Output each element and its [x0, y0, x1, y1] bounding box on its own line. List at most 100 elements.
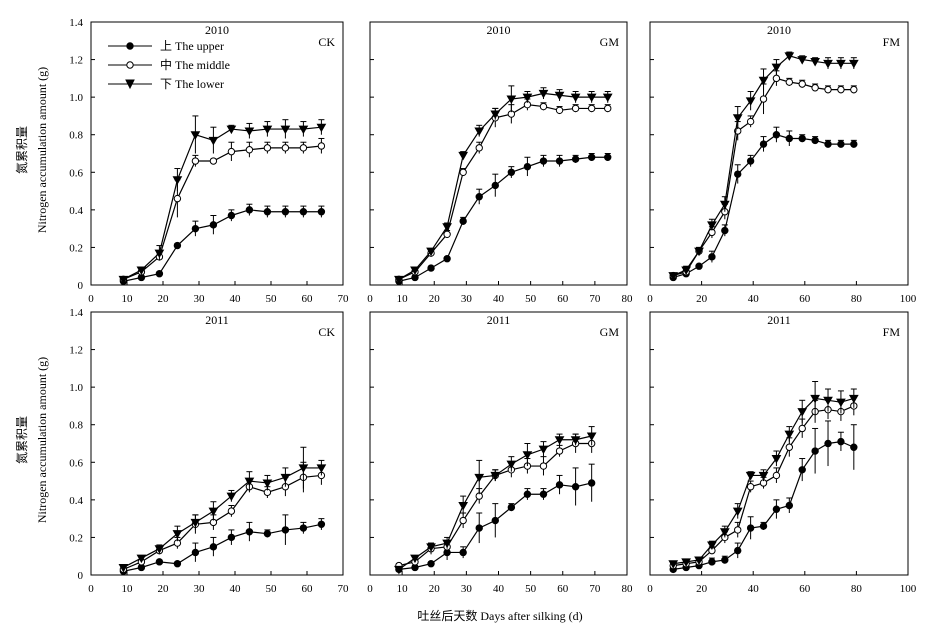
- y-axis-label-en-top: Nitrogen accumulation amount (g): [35, 67, 49, 233]
- y-axis-label-bottom: 氮累积量 Nitrogen accumulation amount (g): [14, 357, 49, 523]
- data-point: [522, 451, 533, 460]
- y-tick-label: 0: [78, 280, 84, 292]
- data-point: [316, 123, 327, 133]
- y-axis-label-cn-top: 氮累积量: [14, 126, 29, 174]
- data-point: [191, 548, 200, 557]
- x-tick-label: 80: [851, 583, 863, 595]
- data-point: [410, 266, 420, 275]
- data-point: [554, 91, 565, 101]
- data-point: [721, 226, 729, 235]
- data-point: [191, 224, 200, 233]
- data-point: [280, 473, 291, 483]
- data-point: [227, 507, 236, 515]
- data-point: [850, 443, 858, 451]
- data-point: [719, 528, 730, 537]
- y-axis-label-cn-bottom: 氮累积量: [14, 416, 29, 464]
- data-point: [734, 546, 742, 555]
- x-tick-label: 20: [429, 293, 441, 305]
- x-tick-label: 10: [397, 293, 409, 305]
- panel-treatment-label: FM: [883, 35, 901, 49]
- data-point: [850, 140, 858, 148]
- x-tick-label: 40: [230, 583, 242, 595]
- data-point: [298, 464, 309, 473]
- data-point: [707, 221, 717, 230]
- series-the-lower: [668, 51, 859, 281]
- data-point: [459, 516, 467, 525]
- data-point: [695, 262, 703, 270]
- x-tick-label: 30: [461, 293, 473, 305]
- data-point: [209, 543, 218, 551]
- data-point: [746, 117, 755, 126]
- x-tick-label: 0: [367, 583, 373, 595]
- data-point: [491, 181, 499, 190]
- series-the-middle: [119, 461, 326, 574]
- series-the-lower: [394, 426, 597, 575]
- data-point: [668, 560, 679, 569]
- panel-treatment-label: GM: [600, 325, 620, 339]
- legend: 上 The upper 中 The middle 下 The lower: [108, 39, 230, 91]
- series-line: [123, 474, 322, 570]
- data-point: [475, 524, 483, 532]
- x-tick-label: 0: [647, 583, 653, 595]
- data-point: [681, 558, 691, 567]
- data-point: [263, 144, 272, 152]
- x-tick-label: 0: [88, 583, 94, 595]
- data-point: [586, 432, 597, 441]
- data-point: [587, 479, 596, 487]
- x-tick-label: 100: [900, 293, 917, 305]
- panel-2010-fm: 0 20 40 60 80 100 2010 FM: [647, 21, 917, 305]
- data-point: [555, 481, 564, 489]
- x-tick-label: 100: [900, 583, 917, 595]
- data-point: [154, 249, 165, 259]
- y-tick-label: 0.8: [69, 420, 83, 432]
- data-point: [746, 157, 755, 165]
- data-point: [172, 176, 183, 185]
- x-tick-label: 10: [122, 293, 134, 305]
- x-tick-label: 20: [696, 583, 708, 595]
- data-point: [836, 398, 846, 408]
- x-tick-label: 80: [851, 293, 863, 305]
- data-point: [506, 95, 517, 105]
- data-point: [797, 56, 808, 65]
- legend-item-lower: 下 The lower: [108, 77, 224, 91]
- data-point: [173, 194, 182, 203]
- data-point: [491, 516, 499, 525]
- data-point: [759, 95, 768, 103]
- y-tick-label: 1.4: [69, 17, 83, 29]
- data-point: [823, 396, 833, 406]
- data-point: [570, 436, 581, 445]
- data-point: [538, 445, 549, 455]
- data-point: [245, 146, 254, 154]
- data-point: [848, 59, 859, 69]
- x-tick-label: 40: [748, 293, 760, 305]
- data-point: [539, 462, 548, 470]
- data-point: [426, 543, 436, 552]
- panel-year-title: 2011: [767, 313, 791, 327]
- panel-year-title: 2011: [487, 313, 511, 327]
- data-point: [394, 565, 404, 575]
- x-tick-label: 20: [158, 293, 170, 305]
- data-point: [772, 505, 781, 513]
- data-point: [317, 208, 326, 216]
- y-tick-label: 0.6: [69, 457, 83, 469]
- data-point: [490, 110, 501, 120]
- panel-treatment-label: CK: [318, 325, 335, 339]
- panel-year-title: 2011: [205, 313, 229, 327]
- data-point: [245, 206, 254, 214]
- y-tick-label: 0.4: [69, 205, 83, 217]
- x-tick-label: 10: [122, 583, 134, 595]
- x-tick-label: 60: [302, 293, 314, 305]
- data-point: [155, 270, 164, 278]
- data-point: [263, 208, 272, 216]
- data-point: [227, 211, 236, 220]
- data-point: [459, 168, 467, 176]
- x-tick-label: 20: [429, 583, 441, 595]
- data-point: [394, 275, 404, 285]
- data-point: [811, 447, 819, 455]
- y-tick-label: 0.4: [69, 495, 83, 507]
- x-tick-label: 30: [194, 293, 206, 305]
- x-tick-label: 60: [557, 583, 569, 595]
- data-point: [459, 217, 467, 225]
- series-the-upper: [669, 126, 858, 282]
